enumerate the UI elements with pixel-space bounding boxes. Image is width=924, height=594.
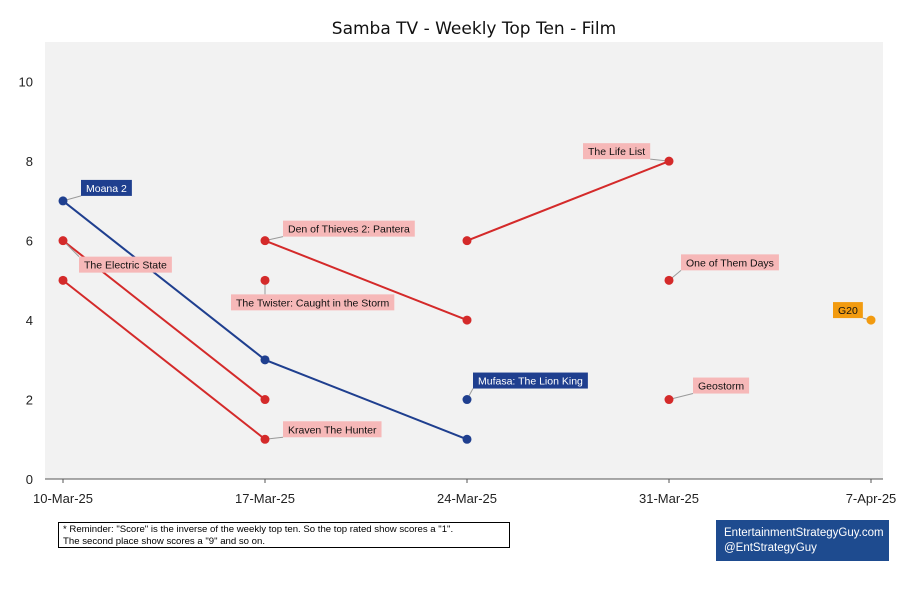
- label-bg: [231, 294, 395, 311]
- label-kraven-the-hunter: Kraven The Hunter: [283, 421, 382, 438]
- y-tick-label: 4: [26, 313, 33, 328]
- point-one-of-them-days: [664, 275, 674, 285]
- x-tick-label: 17-Mar-25: [235, 491, 295, 506]
- x-tick-label: 10-Mar-25: [33, 491, 93, 506]
- point-the-electric-state: [260, 395, 270, 405]
- label-text: Mufasa: The Lion King: [478, 376, 583, 388]
- footnote-line-2: The second place show scores a "9" and s…: [63, 536, 266, 547]
- point-den-of-thieves-2-pantera: [462, 315, 472, 325]
- axes: 0 2 4 6 8 10 10-Mar-25 17-Mar-25 24-Mar-25 31-Mar…: [19, 75, 897, 506]
- label-geostorm: Geostorm: [693, 377, 750, 394]
- label-bg: [473, 372, 588, 389]
- label-bg: [693, 377, 750, 394]
- label-moana-2: Moana 2: [81, 179, 132, 196]
- series-line-kraven-the-hunter: [62, 279, 266, 441]
- chart-title: Samba TV - Weekly Top Ten - Film: [332, 19, 616, 39]
- point-geostorm: [664, 395, 674, 405]
- label-text: The Twister: Caught in the Storm: [236, 297, 390, 309]
- label-one-of-them-days: One of Them Days: [681, 254, 779, 271]
- point-the-life-list: [664, 156, 674, 166]
- footnote-box: * Reminder: "Score" is the inverse of th…: [58, 522, 510, 548]
- data-labels: Moana 2 The Electric State Den of Thieves …: [79, 143, 863, 438]
- label-g20: G20: [833, 302, 863, 319]
- point-moana-2: [260, 355, 270, 365]
- credit-box: EntertainmentStrategyGuy.com @EntStrateg…: [716, 520, 889, 561]
- credit-website: EntertainmentStrategyGuy.com: [724, 527, 884, 539]
- label-bg: [79, 256, 172, 273]
- point-g20: [866, 315, 876, 325]
- data-points: [58, 156, 876, 444]
- label-bg: [283, 421, 382, 438]
- point-moana-2: [58, 196, 68, 206]
- x-tick-label: 7-Apr-25: [846, 491, 897, 506]
- label-text: Kraven The Hunter: [288, 424, 377, 436]
- label-bg: [81, 179, 132, 196]
- label-bg: [681, 254, 779, 271]
- x-tick-label: 24-Mar-25: [437, 491, 497, 506]
- label-text: Geostorm: [698, 381, 744, 393]
- point-den-of-thieves-2-pantera: [260, 236, 270, 246]
- label-text: One of Them Days: [686, 257, 774, 269]
- y-tick-label: 0: [26, 472, 33, 487]
- point-mufasa-the-lion-king: [462, 395, 472, 405]
- point-kraven-the-hunter: [260, 434, 270, 444]
- y-tick-label: 2: [26, 393, 33, 408]
- point-the-electric-state: [58, 236, 68, 246]
- label-the-twister-caught-in-the-storm: The Twister: Caught in the Storm: [231, 294, 395, 311]
- series-line-den-of-thieves-2-pantera: [264, 239, 468, 322]
- y-tick-label: 6: [26, 234, 33, 249]
- credit-handle: @EntStrategyGuy: [724, 542, 817, 554]
- x-tick-label: 31-Mar-25: [639, 491, 699, 506]
- point-the-life-list: [462, 236, 472, 246]
- label-bg: [583, 143, 651, 160]
- label-mufasa-the-lion-king: Mufasa: The Lion King: [473, 372, 588, 389]
- y-tick-label: 8: [26, 154, 33, 169]
- label-bg: [283, 220, 415, 237]
- label-the-electric-state: The Electric State: [79, 256, 172, 273]
- series-line-the-life-list: [466, 160, 670, 242]
- point-moana-2: [462, 434, 472, 444]
- label-text: The Life List: [588, 146, 645, 158]
- label-text: G20: [838, 305, 858, 317]
- point-kraven-the-hunter: [58, 275, 68, 285]
- label-the-life-list: The Life List: [583, 143, 651, 160]
- label-text: Den of Thieves 2: Pantera: [288, 224, 410, 236]
- point-the-twister-caught-in-the-storm: [260, 275, 270, 285]
- label-text: The Electric State: [84, 260, 167, 272]
- label-den-of-thieves-2-pantera: Den of Thieves 2: Pantera: [283, 220, 415, 237]
- label-bg: [833, 302, 863, 319]
- label-text: Moana 2: [86, 183, 127, 195]
- footnote-line-1: * Reminder: "Score" is the inverse of th…: [63, 524, 454, 535]
- y-tick-label: 10: [19, 75, 33, 90]
